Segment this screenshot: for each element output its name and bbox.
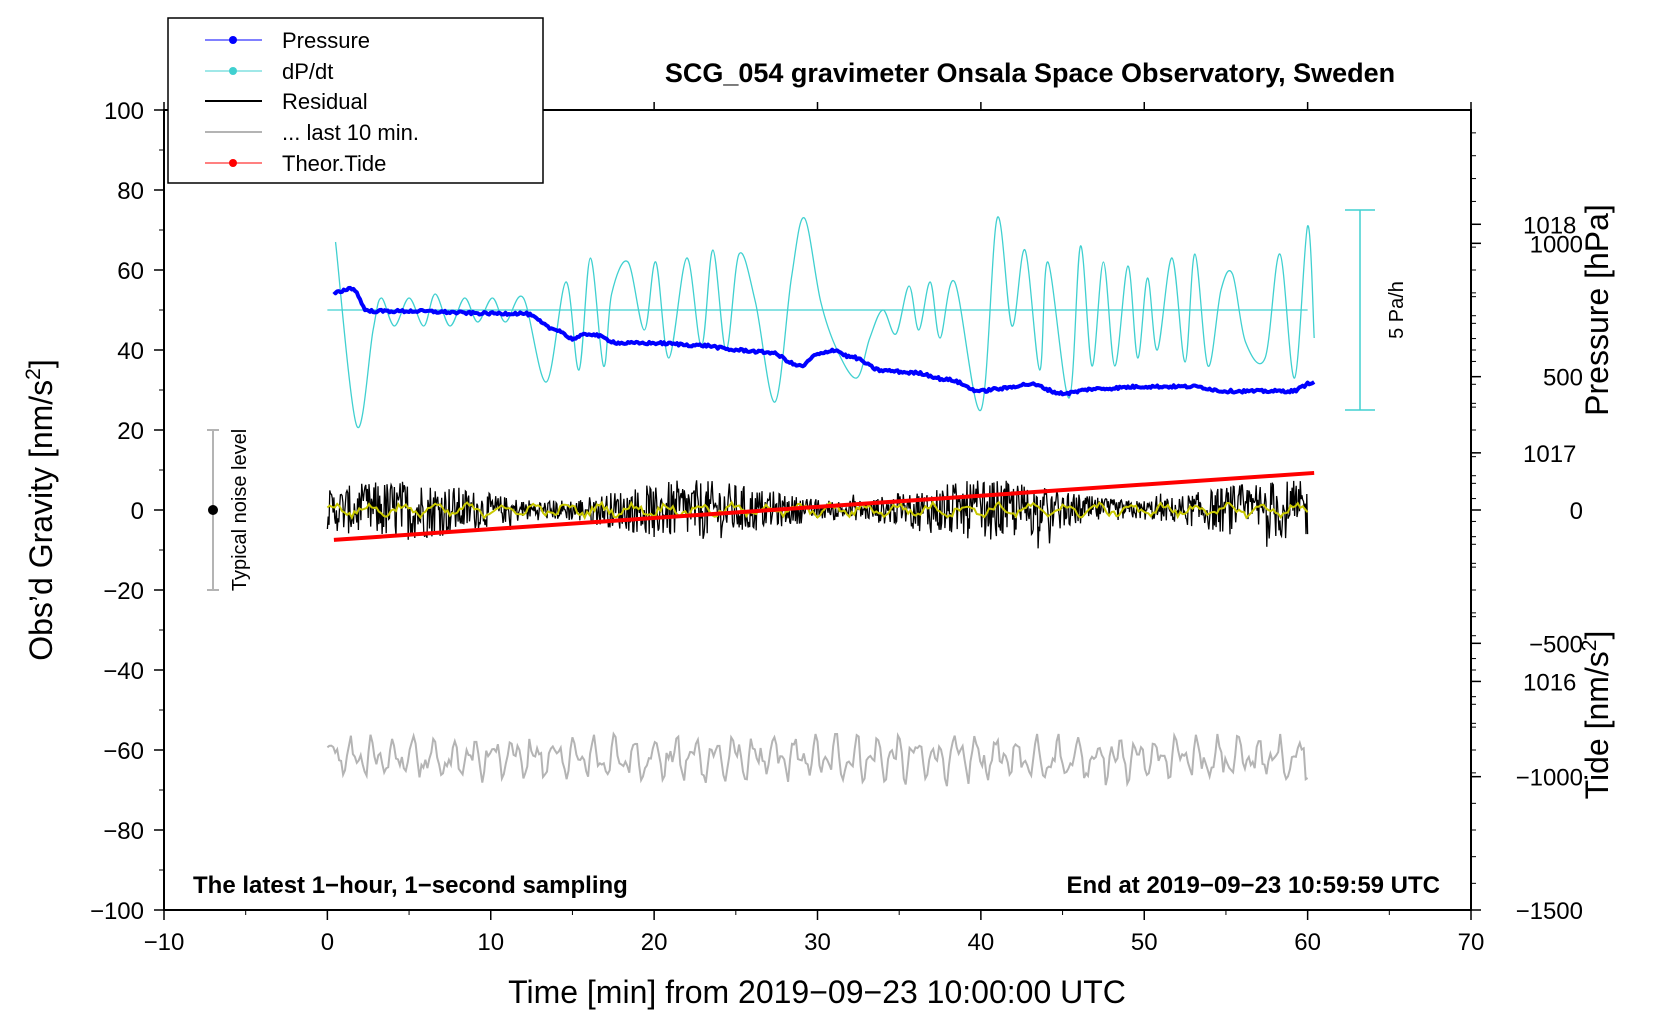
x-tick-label: −10 <box>144 929 185 956</box>
y-tick-label: 80 <box>117 178 144 205</box>
series-residual <box>326 480 1309 549</box>
legend-label-last10: ... last 10 min. <box>282 120 419 145</box>
y-axis-label-tide-close: ] <box>1579 631 1615 640</box>
last10-line <box>326 731 1309 788</box>
x-tick-label: 0 <box>321 929 334 956</box>
x-axis-label: Time [min] from 2019−09−23 10:00:00 UTC <box>508 974 1126 1010</box>
y-axis-label-tide-text: Tide [nm/s <box>1579 651 1615 799</box>
y-tick-label: 60 <box>117 258 144 285</box>
noise-label: Typical noise level <box>229 429 251 591</box>
y-axis-label-tide: Tide [nm/s2] <box>1578 631 1615 800</box>
x-tick-labels: −10 0 10 20 30 40 50 60 70 <box>144 929 1485 956</box>
y-tick-label: 40 <box>117 338 144 365</box>
x-tick-label: 10 <box>477 929 504 956</box>
legend-item-pressure: Pressure <box>205 28 370 53</box>
series-last-10-min <box>326 731 1309 788</box>
x-tick-label: 40 <box>968 929 995 956</box>
pressure-tick-label: 1016 <box>1523 669 1576 696</box>
legend-label-dpdt: dP/dt <box>282 59 333 84</box>
tide-tick-label: 500 <box>1543 365 1583 392</box>
bottom-left-note: The latest 1−hour, 1−second sampling <box>193 872 628 899</box>
legend-item-tide: Theor.Tide <box>205 151 386 176</box>
series-pressure <box>332 285 1316 397</box>
tide-tick-label: −500 <box>1529 631 1583 658</box>
series-theor-tide <box>333 470 1315 542</box>
tide-tick-label: 0 <box>1570 498 1583 525</box>
legend-item-residual: Residual <box>205 89 368 114</box>
typical-noise-bar: Typical noise level <box>207 429 251 591</box>
legend-item-last10: ... last 10 min. <box>205 120 419 145</box>
tide-tick-label: −1000 <box>1516 765 1583 792</box>
tide-tick-label: 1000 <box>1530 231 1583 258</box>
pressure-tick-label: 1018 <box>1523 212 1576 239</box>
dpdt-scale-label: 5 Pa/h <box>1386 281 1408 339</box>
pressure-line <box>332 285 1316 397</box>
y-tick-label: 20 <box>117 418 144 445</box>
x-tick-label: 70 <box>1458 929 1485 956</box>
y-tick-labels: −100 −80 −60 −40 −20 0 20 40 60 80 100 <box>90 98 144 925</box>
chart-title: SCG_054 gravimeter Onsala Space Observat… <box>665 58 1395 88</box>
axis-ticks <box>154 102 1481 920</box>
residual-line <box>326 480 1309 549</box>
y-axis-label-main-close: ] <box>23 359 59 368</box>
y-tick-label: −80 <box>103 818 144 845</box>
y-axis-label-tide-sup: 2 <box>1578 640 1601 652</box>
y-tick-label: 100 <box>104 98 144 125</box>
tide-tick-label: −1500 <box>1516 898 1583 925</box>
y-axis-label-pressure: Pressure [hPa] <box>1579 204 1615 416</box>
dpdt-scale-bar: 5 Pa/h <box>1345 209 1408 411</box>
x-tick-label: 60 <box>1294 929 1321 956</box>
y-axis-label-main-text: Obs’d Gravity [nm/s <box>23 380 59 661</box>
legend-label-residual: Residual <box>282 89 368 114</box>
legend-item-dpdt: dP/dt <box>205 59 333 84</box>
y-tick-label: −40 <box>103 658 144 685</box>
x-tick-label: 20 <box>641 929 668 956</box>
tide-tick-labels: −1500 −1000 −500 0 500 1000 <box>1516 231 1583 925</box>
y-axis-label-main-sup: 2 <box>22 368 45 380</box>
y-tick-label: −60 <box>103 738 144 765</box>
legend: Pressure dP/dt Residual ... last 10 min.… <box>167 17 544 184</box>
legend-label-pressure: Pressure <box>282 28 370 53</box>
x-tick-label: 30 <box>804 929 831 956</box>
y-tick-label: 0 <box>131 498 144 525</box>
y-tick-label: −20 <box>103 578 144 605</box>
tide-line <box>333 470 1315 542</box>
y-axis-label-main: Obs’d Gravity [nm/s2] <box>22 359 59 661</box>
dpdt-line <box>334 216 1315 429</box>
x-tick-label: 50 <box>1131 929 1158 956</box>
y-tick-label: −100 <box>90 898 144 925</box>
residual-smooth-line <box>326 500 1309 521</box>
legend-label-tide: Theor.Tide <box>282 151 386 176</box>
pressure-tick-labels: 1016 1017 1018 <box>1523 212 1576 696</box>
series-dpdt <box>327 216 1315 429</box>
bottom-right-note: End at 2019−09−23 10:59:59 UTC <box>1066 872 1440 899</box>
pressure-tick-label: 1017 <box>1523 441 1576 468</box>
